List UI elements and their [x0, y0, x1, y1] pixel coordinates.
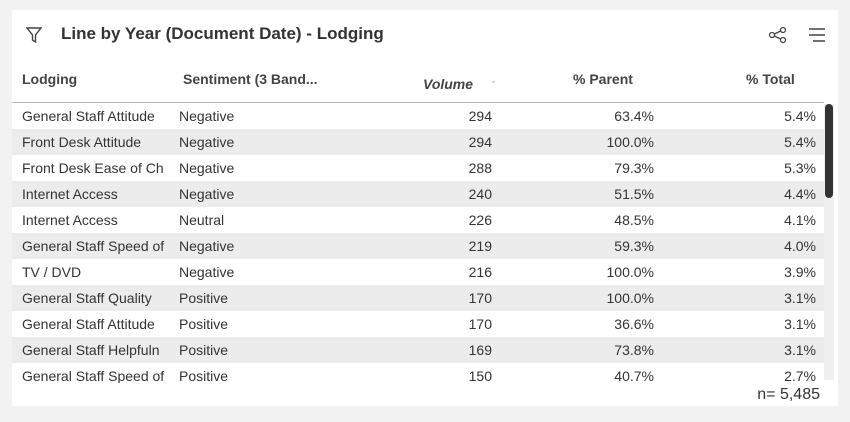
table-cell: General Staff Quality: [22, 290, 152, 306]
table-row: Front Desk Attitude Negative 294 100.0% 5.4%: [12, 129, 824, 155]
table-row: TV / DVD Negative 216 100.0% 3.9%: [12, 259, 824, 285]
table-cell: Internet Access: [22, 186, 118, 202]
table-cell: Negative: [179, 238, 235, 254]
share-icon[interactable]: [768, 26, 788, 44]
table-cell: 100.0%: [606, 134, 654, 150]
table-cell: 59.3%: [614, 238, 654, 254]
table-row: General Staff Speed of Negative 219 59.3% 4.…: [12, 233, 824, 259]
column-header: Sentiment (3 Band...: [183, 71, 318, 87]
table-cell: 170: [468, 316, 492, 332]
table-cell: Front Desk Ease of Ch: [22, 160, 164, 176]
table-cell: 3.9%: [784, 264, 816, 280]
table-cell: General Staff Attitude: [22, 108, 155, 124]
table-cell: 3.1%: [784, 316, 816, 332]
count-label: n= 5,485: [757, 386, 820, 403]
table-cell: TV / DVD: [22, 264, 82, 280]
table-cell: 150: [468, 368, 492, 383]
table-cell: 63.4%: [614, 108, 654, 124]
column-header: % Total: [746, 71, 795, 87]
table-row: Internet Access Neutral 226 48.5% 4.1%: [12, 207, 824, 233]
menu-icon[interactable]: [808, 27, 826, 43]
table-cell: 219: [468, 238, 492, 254]
table-row: General Staff Speed of Positive 150 40.7% 2.…: [12, 363, 824, 383]
table-row: General Staff Attitude Negative 294 63.4% 5.…: [12, 103, 824, 129]
table-cell: Negative: [179, 160, 235, 176]
scrollbar[interactable]: [824, 104, 834, 380]
table-cell: 2.7%: [784, 368, 816, 383]
table-row: General Staff Quality Positive 170 100.0% 3.…: [12, 285, 824, 311]
table-cell: 240: [468, 186, 492, 202]
widget-title: Line by Year (Document Date) - Lodging: [61, 24, 384, 43]
table-cell: 288: [468, 160, 492, 176]
scrollbar-thumb[interactable]: [825, 104, 833, 198]
table-cell: 170: [468, 290, 492, 306]
table-cell: 5.4%: [784, 134, 816, 150]
table-cell: Positive: [179, 290, 229, 306]
table-cell: 4.0%: [784, 238, 816, 254]
filter-icon[interactable]: [26, 26, 42, 44]
table-cell: Internet Access: [22, 212, 118, 228]
table-cell: 36.6%: [614, 316, 654, 332]
table-cell: 4.1%: [784, 212, 816, 228]
table-cell: Negative: [179, 186, 235, 202]
sort-indicator: ˇ: [492, 80, 495, 90]
widget-card: Line by Year (Document Date) - Lodging L…: [12, 10, 838, 406]
table-cell: 73.8%: [614, 342, 654, 358]
table-cell: 169: [468, 342, 492, 358]
table-cell: 48.5%: [614, 212, 654, 228]
table-cell: 216: [468, 264, 492, 280]
table-cell: Negative: [179, 134, 235, 150]
table-row: General Staff Attitude Positive 170 36.6% 3.…: [12, 311, 824, 337]
table-cell: 294: [468, 134, 492, 150]
table-cell: General Staff Attitude: [22, 316, 155, 332]
table-row: Front Desk Ease of Ch Negative 288 79.3% 5.3…: [12, 155, 824, 181]
table-cell: 3.1%: [784, 342, 816, 358]
column-header: % Parent: [573, 71, 633, 87]
table-cell: 100.0%: [606, 264, 654, 280]
column-header: Lodging: [22, 71, 78, 87]
table-cell: 4.4%: [784, 186, 816, 202]
table-cell: 3.1%: [784, 290, 816, 306]
table-cell: Positive: [179, 316, 229, 332]
table-cell: 100.0%: [606, 290, 654, 306]
table-cell: 51.5%: [614, 186, 654, 202]
table-cell: 294: [468, 108, 492, 124]
table-cell: 5.4%: [784, 108, 816, 124]
table-cell: 5.3%: [784, 160, 816, 176]
table-cell: General Staff Speed of: [22, 238, 165, 254]
table-cell: General Staff Helpfuln: [22, 342, 160, 358]
table-cell: Negative: [179, 264, 235, 280]
table-cell: General Staff Speed of: [22, 368, 165, 383]
table-row: General Staff Helpfuln Positive 169 73.8% 3.…: [12, 337, 824, 363]
table-cell: Front Desk Attitude: [22, 134, 142, 150]
column-header[interactable]: Volume: [423, 76, 474, 92]
table-cell: Positive: [179, 342, 229, 358]
table-cell: Positive: [179, 368, 229, 383]
table-row: Internet Access Negative 240 51.5% 4.4%: [12, 181, 824, 207]
table-cell: 40.7%: [614, 368, 654, 383]
table-body: General Staff Attitude Negative 294 63.4% 5.…: [12, 102, 824, 383]
table-cell: Negative: [179, 108, 235, 124]
table-cell: 79.3%: [614, 160, 654, 176]
table-cell: Neutral: [179, 212, 225, 228]
table-cell: 226: [468, 212, 492, 228]
